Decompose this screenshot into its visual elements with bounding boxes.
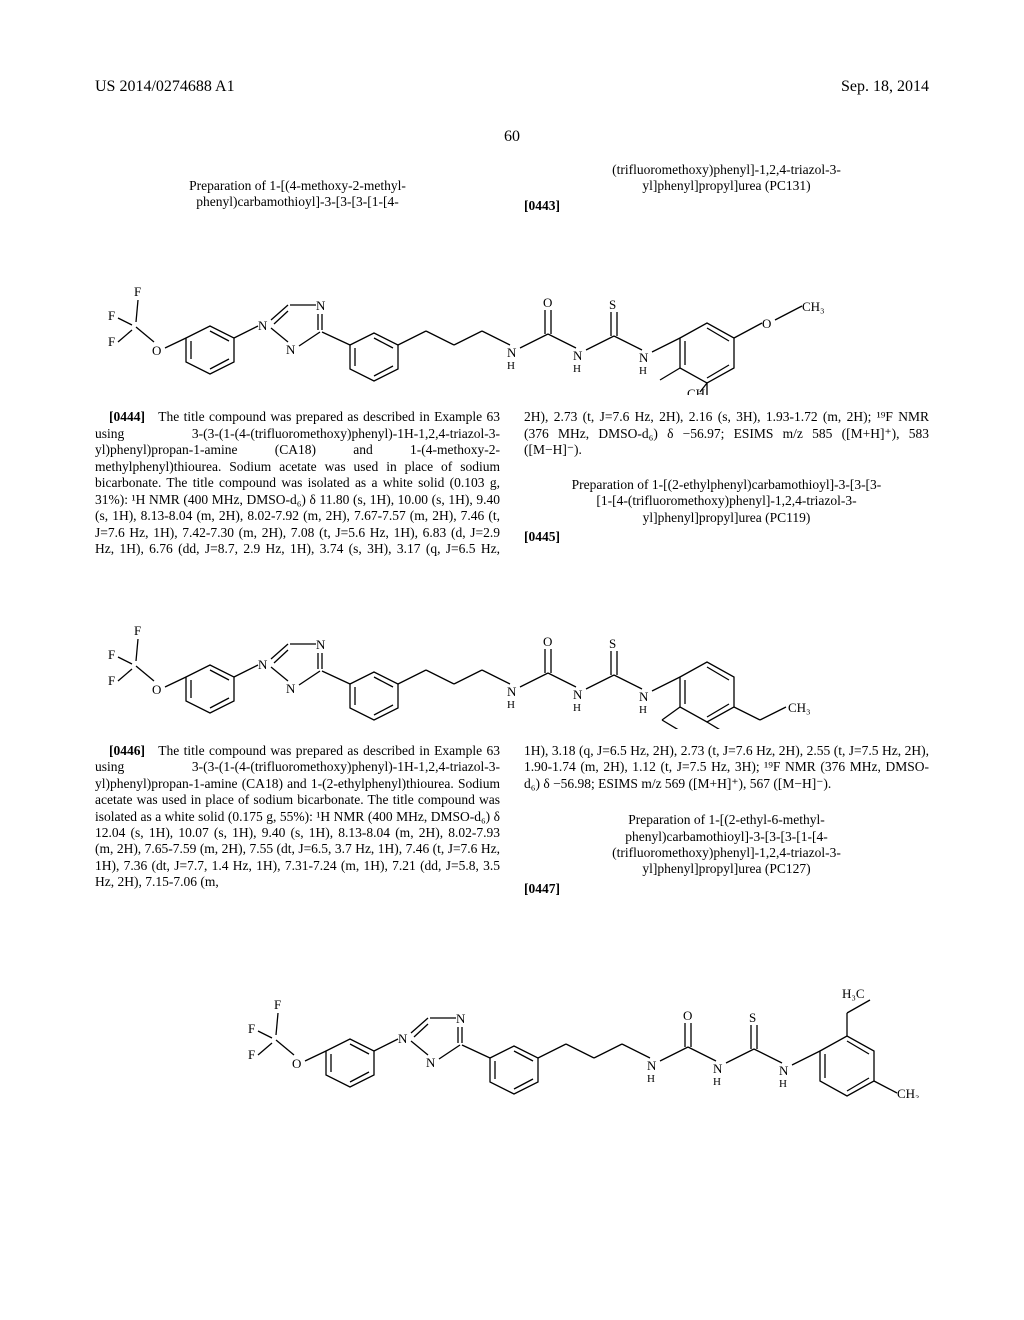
header-left: US 2014/0274688 A1	[95, 78, 235, 96]
svg-text:N: N	[258, 318, 268, 333]
svg-text:O: O	[543, 295, 552, 310]
prep-title-3: Preparation of 1-[(2-ethyl-6-methyl-phen…	[564, 812, 889, 878]
svg-text:N: N	[456, 1011, 466, 1026]
svg-text:F: F	[108, 308, 115, 323]
chemical-structure-1: F F F O N N	[95, 220, 929, 395]
para-0443: [0443]	[524, 198, 929, 214]
svg-text:CH₃: CH₃	[687, 386, 710, 395]
svg-text:N: N	[426, 1055, 436, 1070]
svg-text:H: H	[639, 704, 647, 716]
para-0446-text: The title compound was prepared as descr…	[95, 743, 500, 890]
svg-text:CH₃: CH₃	[897, 1086, 920, 1098]
para-num-0446: [0446]	[109, 743, 145, 758]
svg-text:H: H	[639, 365, 647, 377]
svg-text:N: N	[713, 1061, 723, 1076]
svg-text:N: N	[316, 637, 326, 652]
svg-text:H: H	[573, 702, 581, 714]
svg-text:N: N	[573, 687, 583, 702]
page-header: US 2014/0274688 A1 Sep. 18, 2014	[0, 0, 1024, 96]
svg-text:F: F	[248, 1021, 255, 1036]
svg-text:N: N	[779, 1063, 789, 1078]
svg-text:N: N	[286, 342, 296, 357]
svg-text:S: S	[749, 1010, 756, 1025]
svg-text:N: N	[316, 298, 326, 313]
chemical-structure-3: F F F O N N N	[95, 903, 929, 1098]
svg-text:S: S	[609, 636, 616, 651]
svg-text:O: O	[543, 634, 552, 649]
prep-title-2: Preparation of 1-[(2-ethylphenyl)carbamo…	[564, 477, 889, 526]
svg-text:O: O	[152, 682, 161, 697]
svg-text:F: F	[108, 673, 115, 688]
svg-text:O: O	[683, 1008, 692, 1023]
svg-text:N: N	[573, 348, 583, 363]
para-num-0447: [0447]	[524, 881, 560, 896]
svg-text:N: N	[286, 681, 296, 696]
svg-text:H: H	[713, 1076, 721, 1088]
para-num-0445: [0445]	[524, 529, 560, 544]
svg-text:N: N	[639, 689, 649, 704]
svg-text:F: F	[274, 997, 281, 1012]
para-0447: [0447]	[524, 881, 929, 897]
svg-text:H: H	[647, 1073, 655, 1085]
para-num-0443: [0443]	[524, 198, 560, 213]
para-num-0444: [0444]	[109, 409, 145, 424]
page-number: 60	[0, 128, 1024, 146]
chemical-structure-2: F F F O N N N	[95, 564, 929, 729]
para-0446: [0446] The title compound was prepared a…	[95, 743, 500, 891]
svg-text:H: H	[779, 1078, 787, 1090]
svg-text:F: F	[134, 284, 141, 299]
svg-text:F: F	[108, 647, 115, 662]
svg-text:CH₃: CH₃	[788, 700, 811, 715]
svg-text:N: N	[507, 684, 517, 699]
svg-text:O: O	[152, 343, 161, 358]
svg-text:CH₃: CH₃	[802, 299, 825, 314]
svg-text:N: N	[398, 1031, 408, 1046]
svg-text:F: F	[134, 623, 141, 638]
para-0446-cont-text: 1H), 3.18 (q, J=6.5 Hz, 2H), 2.73 (t, J=…	[524, 743, 929, 791]
svg-text:H: H	[507, 360, 515, 372]
body-columns: Preparation of 1-[(4-methoxy-2-methyl-ph…	[0, 162, 1024, 1222]
svg-text:H: H	[573, 363, 581, 375]
para-0446-cont: 1H), 3.18 (q, J=6.5 Hz, 2H), 2.73 (t, J=…	[524, 743, 929, 792]
svg-text:F: F	[108, 334, 115, 349]
svg-text:O: O	[762, 316, 771, 331]
svg-text:N: N	[647, 1058, 657, 1073]
svg-text:N: N	[258, 657, 268, 672]
svg-text:H₃C: H₃C	[842, 986, 865, 1001]
svg-text:F: F	[248, 1047, 255, 1062]
svg-text:S: S	[609, 297, 616, 312]
svg-text:H: H	[507, 699, 515, 711]
svg-text:N: N	[507, 345, 517, 360]
svg-text:O: O	[292, 1056, 301, 1071]
para-0445: [0445]	[524, 529, 929, 545]
header-right: Sep. 18, 2014	[841, 78, 929, 96]
svg-text:N: N	[639, 350, 649, 365]
